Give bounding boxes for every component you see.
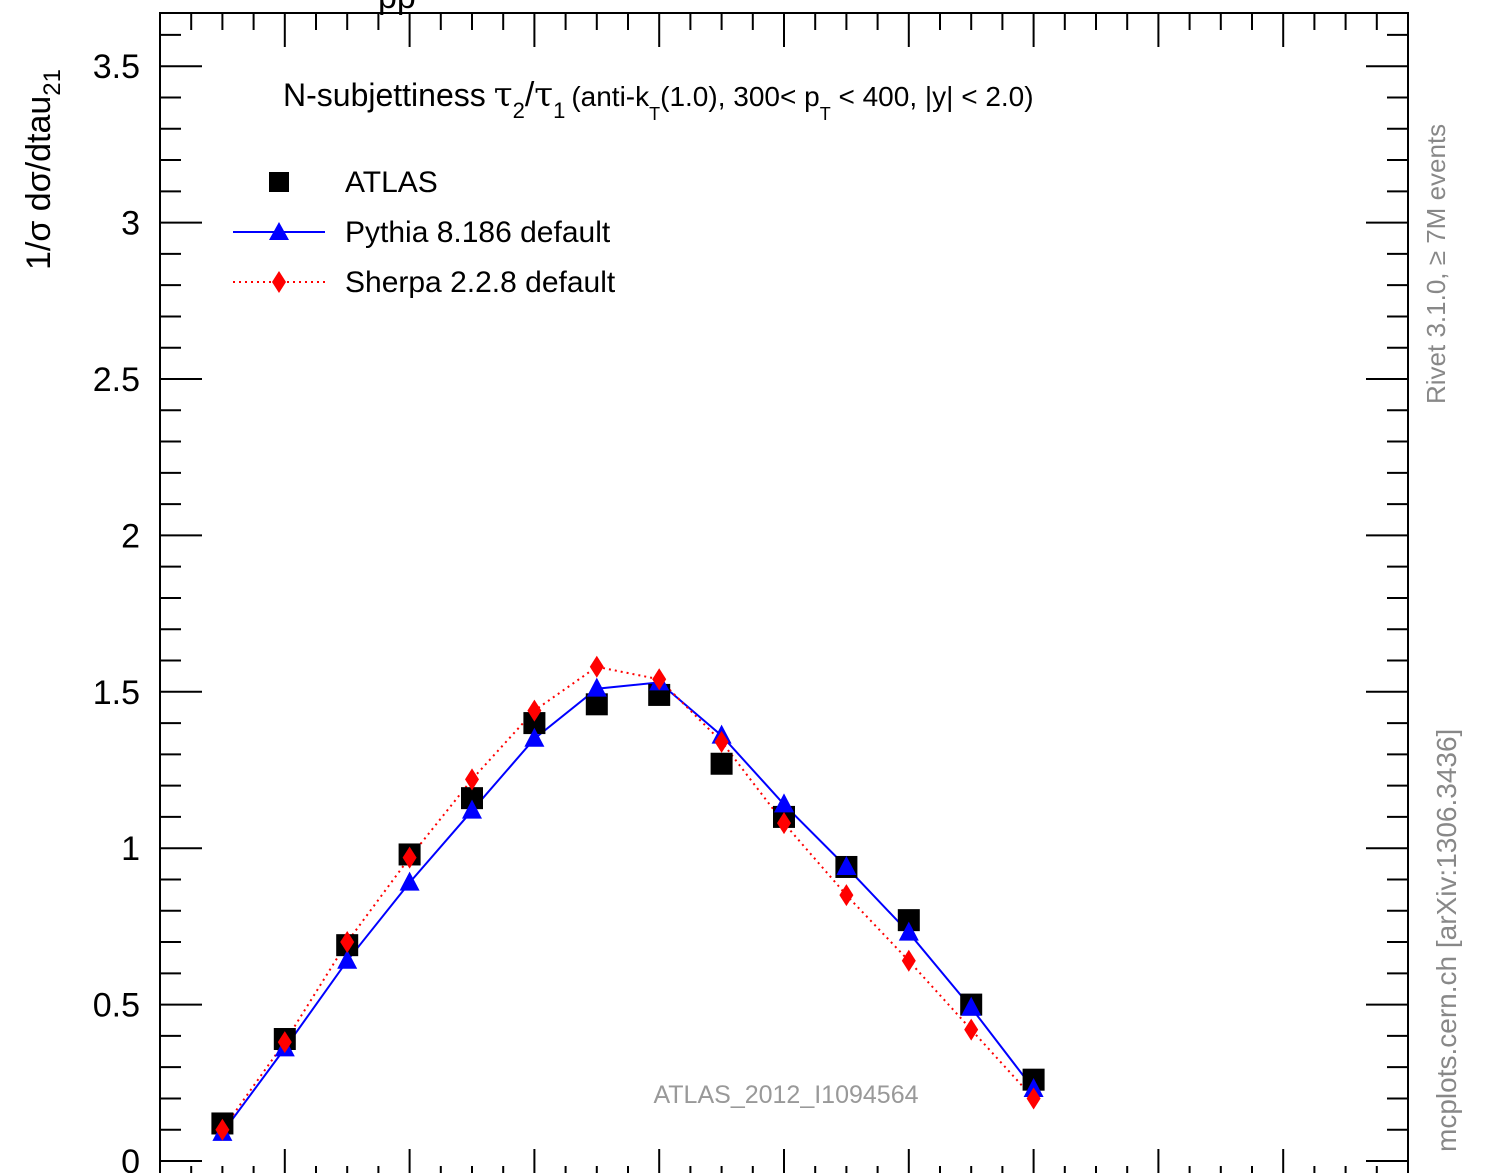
sherpa-point — [652, 668, 667, 691]
sherpa-point — [901, 949, 916, 972]
pythia-point — [399, 871, 420, 891]
legend-pythia-label: Pythia 8.186 default — [345, 216, 611, 249]
pythia-point — [586, 677, 607, 697]
sherpa-point — [589, 655, 604, 678]
y-tick-label: 3.5 — [93, 48, 140, 86]
axis-ticks — [159, 13, 1409, 1173]
legend-sherpa-marker — [272, 271, 286, 293]
atlas-point — [585, 693, 608, 716]
sherpa-point — [839, 884, 854, 907]
pythia-point — [898, 921, 919, 941]
series-pythia-points — [212, 671, 1044, 1141]
atlas-point — [897, 909, 920, 932]
atlas-point — [461, 787, 483, 810]
atlas-point — [523, 712, 546, 735]
y-tick-label: 1.5 — [93, 674, 140, 712]
pythia-point — [836, 855, 857, 875]
pythia-point — [337, 949, 358, 969]
plot-title: N-subjettiness τ2/τ1 (anti-kT(1.0), 300< p… — [283, 75, 1034, 124]
legend: ATLAS Pythia 8.186 default Sherpa 2.2.8 … — [233, 166, 616, 299]
y-axis-label: 1/σ dσ/dtau21 — [20, 69, 66, 270]
legend-atlas-marker — [269, 172, 289, 192]
sherpa-point — [964, 1018, 979, 1041]
y-tick-label: 3 — [121, 205, 140, 243]
analysis-watermark: ATLAS_2012_I1094564 — [653, 1081, 918, 1109]
sherpa-point — [714, 730, 729, 753]
series-pythia-line — [221, 681, 1035, 1134]
top-label-fragment: pp — [378, 0, 416, 16]
sherpa-point — [277, 1031, 292, 1054]
y-tick-label: 0 — [121, 1143, 140, 1173]
legend-pythia-marker — [269, 222, 289, 240]
sherpa-point — [465, 768, 479, 791]
sherpa-point — [215, 1118, 230, 1141]
y-tick-labels: 0 0.5 1 1.5 2 2.5 3 3.5 — [93, 48, 140, 1173]
sherpa-point — [340, 931, 355, 954]
legend-atlas-label: ATLAS — [345, 166, 438, 199]
pythia-point — [524, 727, 545, 747]
y-tick-label: 0.5 — [93, 987, 140, 1025]
y-tick-label: 1 — [121, 830, 140, 868]
series-sherpa-line — [221, 665, 1035, 1131]
series-sherpa-points — [215, 655, 1041, 1141]
legend-sherpa-label: Sherpa 2.2.8 default — [345, 266, 616, 299]
atlas-point — [710, 752, 733, 775]
pythia-point — [961, 996, 982, 1016]
y-tick-label: 2.5 — [93, 361, 140, 399]
y-tick-label: 2 — [121, 517, 140, 555]
pythia-point — [774, 793, 794, 813]
sherpa-point — [1026, 1087, 1041, 1110]
pythia-point — [462, 799, 482, 819]
sherpa-point — [527, 699, 542, 722]
sherpa-point — [777, 812, 791, 835]
rivet-version-label: Rivet 3.1.0, ≥ 7M events — [1421, 124, 1451, 404]
mcplots-source-label: mcplots.cern.ch [arXiv:1306.3436] — [1431, 729, 1462, 1152]
series-atlas-points — [211, 683, 1045, 1135]
sherpa-point — [402, 846, 417, 869]
